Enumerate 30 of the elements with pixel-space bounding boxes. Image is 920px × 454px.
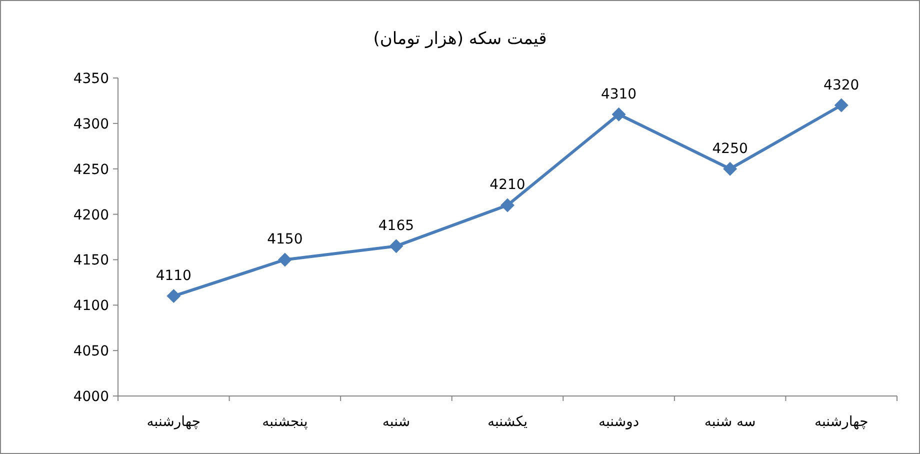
y-tick-label: 4200	[73, 207, 109, 224]
y-tick-label: 4150	[73, 252, 109, 269]
chart-title: قیمت سکه (هزار تومان)	[373, 29, 547, 49]
point	[389, 239, 404, 254]
point	[278, 252, 292, 267]
data-label: 4310	[600, 86, 637, 102]
point	[723, 162, 738, 176]
data-label: 4210	[490, 177, 526, 194]
y-tick-label: 4100	[73, 298, 109, 314]
y-tick-label: 4300	[73, 116, 109, 132]
x-tick-label: پنجشنبه	[262, 414, 308, 430]
x-tick-label: چهارشنبه	[146, 414, 201, 430]
y-tick-label: 4050	[73, 344, 109, 360]
data-label: 4165	[378, 218, 414, 234]
x-tick-label: سه شنبه	[704, 414, 756, 430]
y-tick-label: 4250	[73, 162, 109, 178]
x-tick-label: چهارشنبه	[814, 414, 868, 430]
point	[834, 98, 848, 112]
y-tick-label: 4000	[73, 389, 109, 405]
x-tick-label: یکشنبه	[487, 414, 528, 430]
data-label: 4150	[267, 232, 303, 248]
x-tick-label: دوشنبه	[598, 414, 640, 430]
data-label: 4320	[824, 77, 860, 94]
point	[500, 198, 514, 212]
point	[166, 289, 181, 304]
y-tick-label: 4350	[73, 71, 109, 87]
point	[612, 107, 626, 122]
x-tick-label: شنبه	[382, 414, 410, 430]
data-label: 4110	[156, 268, 192, 284]
data-label: 4250	[712, 140, 748, 157]
